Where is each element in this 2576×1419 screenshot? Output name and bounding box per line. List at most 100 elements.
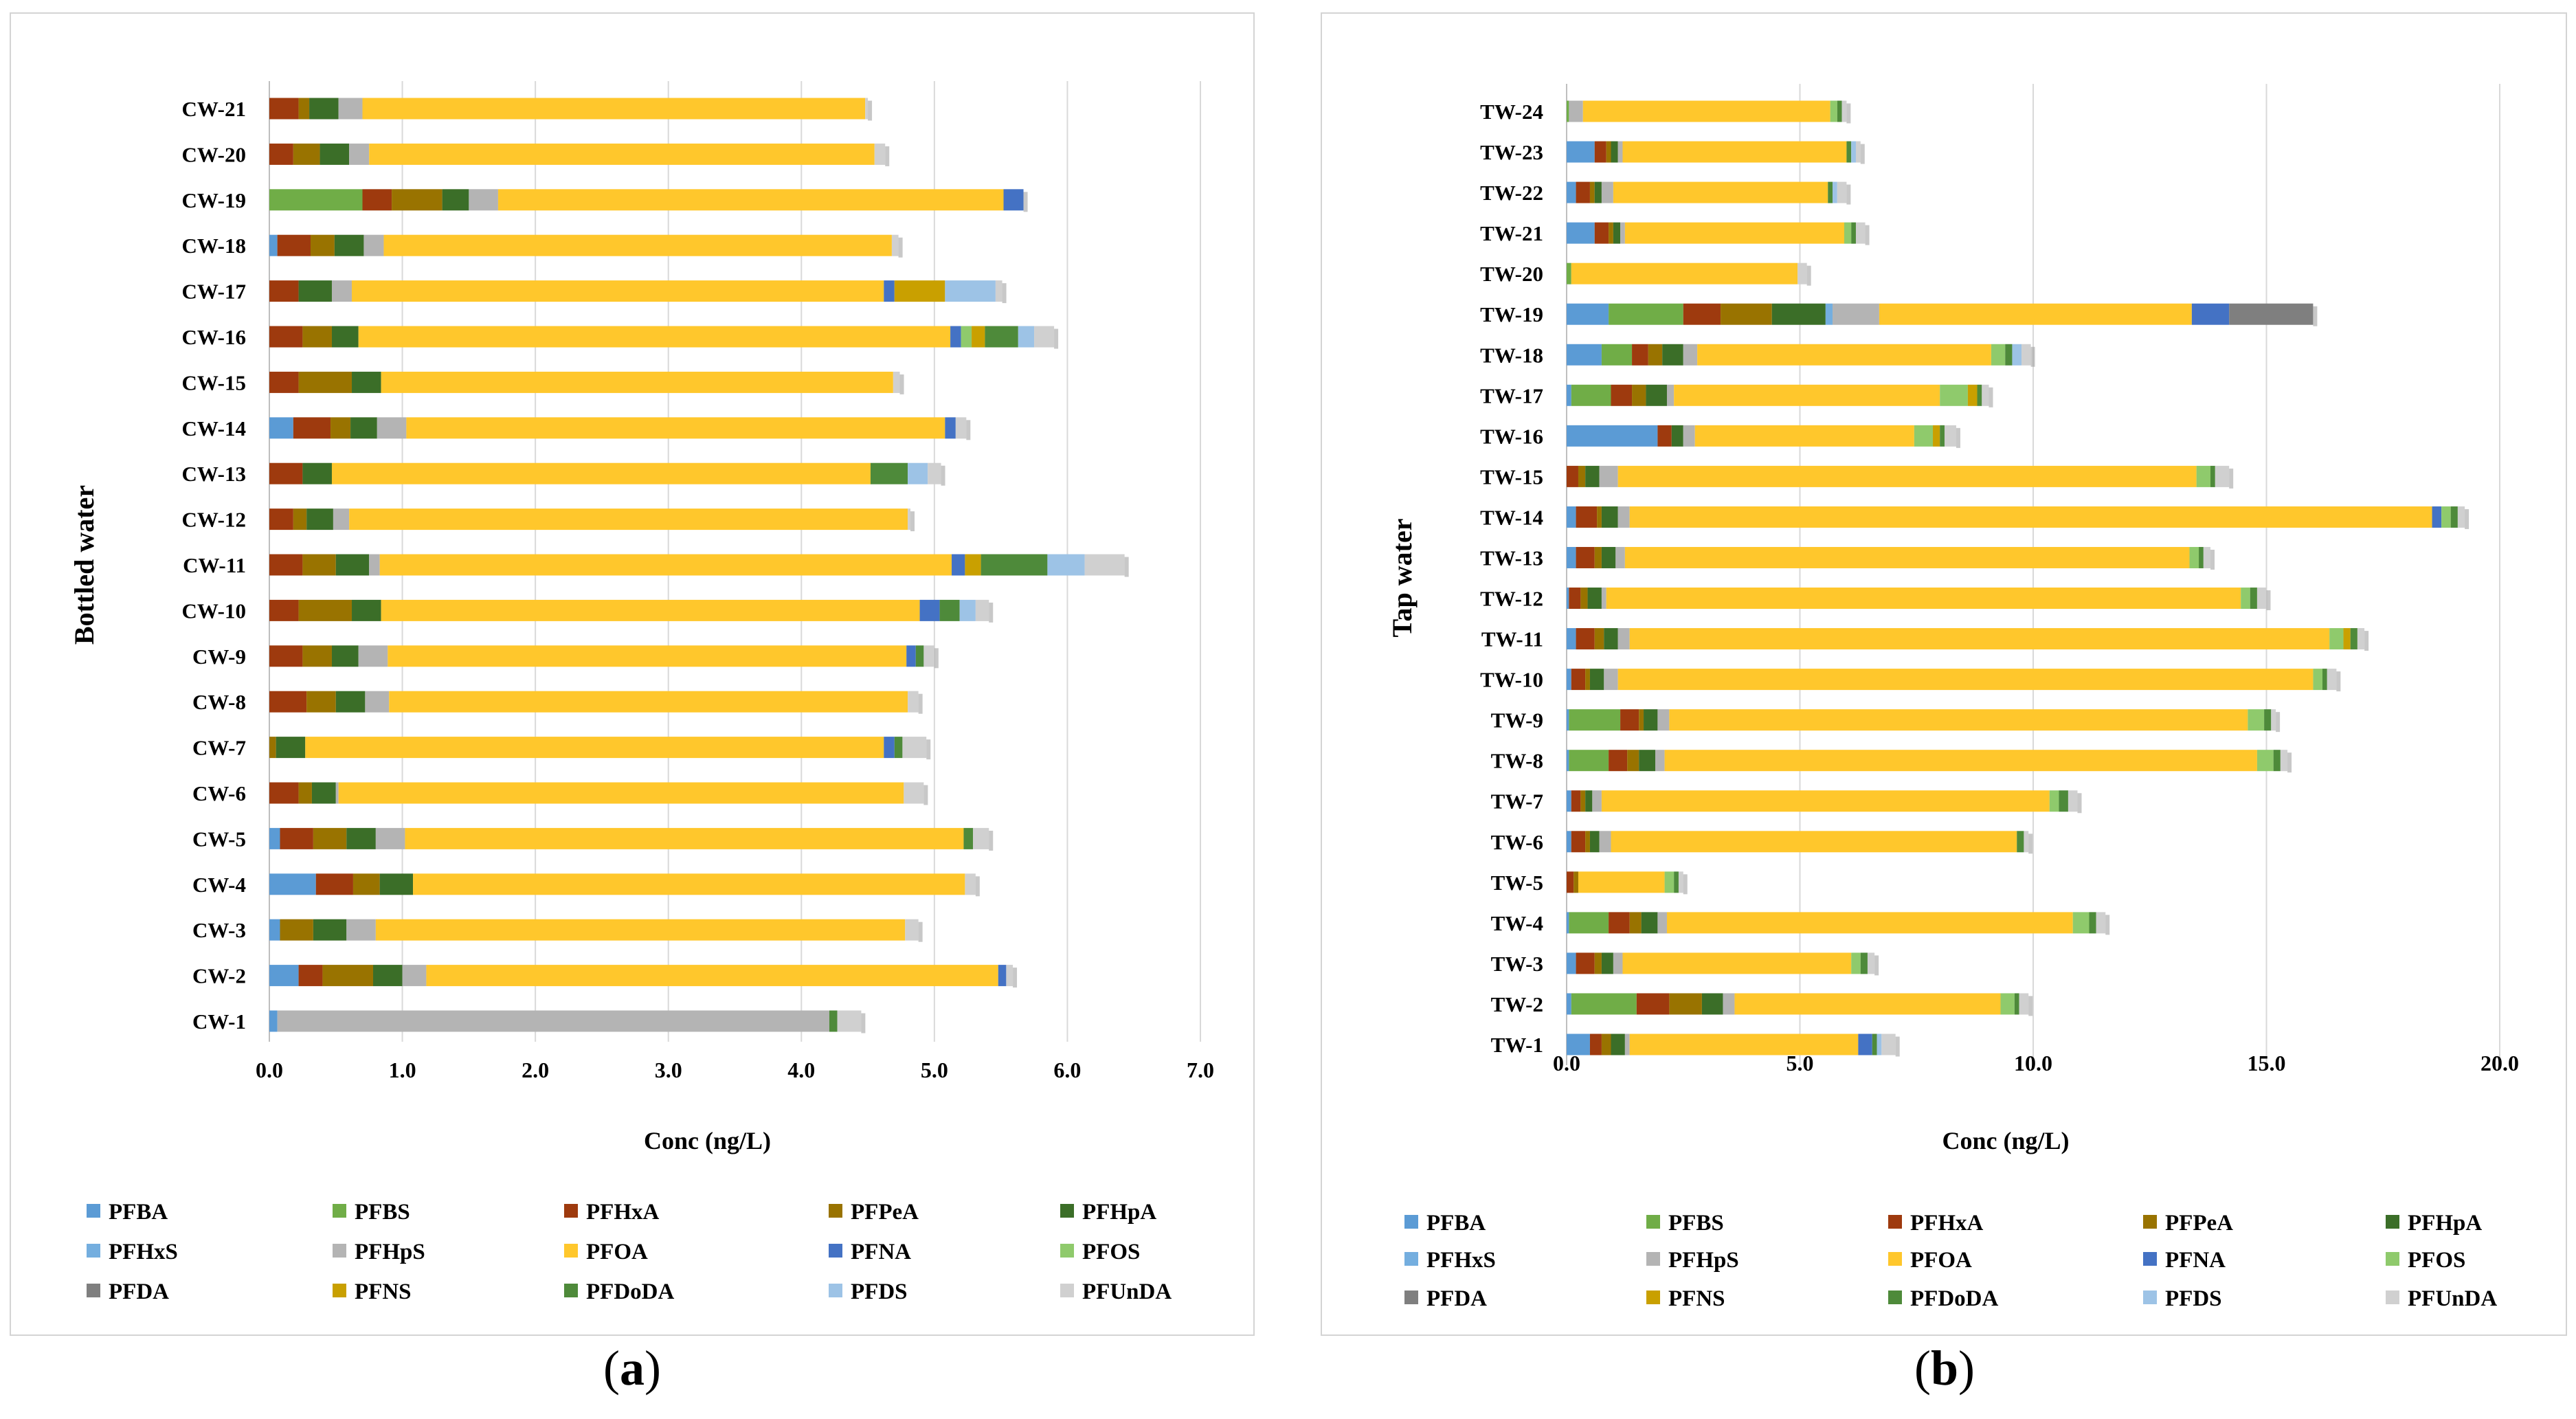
bar-edge-CW-3 <box>918 921 923 942</box>
bar-segment-CW-13-PFDoDA <box>870 462 908 484</box>
bar-segment-CW-16-PFDoDA <box>985 326 1018 348</box>
bar-segment-CW-16-PFOA <box>358 326 951 348</box>
legend-label: PFHpS <box>1668 1248 1739 1273</box>
category-label-TW-1: TW-1 <box>1491 1033 1543 1057</box>
bar-segment-TW-2-PFBA <box>1567 993 1571 1015</box>
legend-label: PFOS <box>2408 1248 2465 1273</box>
bar-segment-TW-2-PFHxA <box>1636 993 1670 1015</box>
bar-edge-CW-1 <box>861 1013 866 1033</box>
bar-segment-CW-19-PFNA <box>1003 189 1024 211</box>
legend-item-PFHpS: PFHpS <box>333 1240 425 1264</box>
legend-item-PFDS: PFDS <box>829 1280 908 1304</box>
bar-edge-CW-9 <box>934 648 939 669</box>
bar-segment-TW-21-PFPeA <box>1609 222 1613 244</box>
category-label-TW-3: TW-3 <box>1491 952 1543 976</box>
legend-item-PFBA: PFBA <box>1404 1211 1486 1236</box>
bar-segment-CW-4-PFHxA <box>315 873 353 895</box>
bar-segment-TW-24-PFDoDA <box>1837 100 1842 122</box>
legend-label: PFBA <box>109 1200 168 1225</box>
bar-segment-TW-13-PFHpA <box>1601 546 1616 568</box>
bar-segment-TW-3-PFUnDA <box>1867 952 1875 974</box>
bar-segment-CW-11-PFHpS <box>369 554 380 576</box>
bar-segment-CW-3-PFHpS <box>346 919 376 941</box>
category-label-TW-8: TW-8 <box>1491 749 1543 773</box>
bar-segment-TW-1-PFHpA <box>1611 1033 1625 1055</box>
bar-segment-TW-21-PFHpS <box>1620 222 1625 244</box>
bar-edge-CW-18 <box>898 237 903 258</box>
bar-segment-TW-12-PFBA <box>1567 588 1569 610</box>
legend-swatch <box>2386 1290 2399 1304</box>
bar-segment-TW-23-PFDoDA <box>1846 141 1852 163</box>
bar-segment-TW-14-PFHxA <box>1576 506 1598 528</box>
bar-segment-CW-14-PFNA <box>945 417 956 439</box>
bar-edge-TW-16 <box>1956 427 1960 448</box>
bar-segment-TW-14-PFPeA <box>1597 506 1602 528</box>
category-label-TW-24: TW-24 <box>1480 100 1543 124</box>
bar-segment-TW-6-PFHpS <box>1599 831 1611 853</box>
bar-segment-CW-16-PFNS <box>972 326 985 348</box>
bar-segment-CW-10-PFHpA <box>352 599 381 621</box>
bar-segment-TW-8-PFBS <box>1569 750 1609 772</box>
bar-segment-CW-11-PFHxA <box>269 554 303 576</box>
bar-edge-TW-13 <box>2210 549 2215 570</box>
bar-segment-TW-10-PFBA <box>1567 669 1571 691</box>
legend-label: PFHxA <box>586 1200 659 1225</box>
legend-swatch <box>87 1284 100 1297</box>
bar-segment-TW-6-PFHxA <box>1571 831 1586 853</box>
bar-segment-TW-16-PFUnDA <box>1944 425 1956 447</box>
category-label-TW-5: TW-5 <box>1491 871 1543 895</box>
bars-b <box>1567 100 2469 1057</box>
legend-label: PFNS <box>355 1280 412 1304</box>
bar-segment-TW-23-PFDS <box>1851 141 1856 163</box>
bar-segment-CW-13-PFUnDA <box>928 462 941 484</box>
bar-segment-TW-10-PFUnDA <box>2327 669 2337 691</box>
legend-label: PFOS <box>1082 1240 1140 1264</box>
bar-edge-TW-24 <box>1846 103 1851 124</box>
bar-segment-TW-18-PFOA <box>1697 344 1991 366</box>
bar-edge-CW-8 <box>918 693 923 714</box>
bars-a <box>269 98 1129 1033</box>
category-label-CW-20: CW-20 <box>181 142 246 166</box>
bar-segment-TW-13-PFDoDA <box>2199 546 2204 568</box>
bar-segment-TW-7-PFBA <box>1567 790 1571 812</box>
bar-segment-CW-3-PFHpA <box>313 919 347 941</box>
bar-segment-TW-10-PFHpA <box>1589 669 1604 691</box>
legend-label: PFPeA <box>851 1200 919 1225</box>
bar-segment-TW-3-PFHpS <box>1613 952 1623 974</box>
bar-segment-CW-16-PFHxA <box>269 326 303 348</box>
category-label-CW-21: CW-21 <box>181 97 246 121</box>
legend-swatch <box>564 1204 578 1218</box>
bar-segment-TW-9-PFOS <box>2248 709 2265 731</box>
bar-segment-TW-17-PFDoDA <box>1977 384 1982 406</box>
bar-segment-TW-4-PFOA <box>1666 912 2073 934</box>
legend-swatch <box>1060 1204 1074 1218</box>
category-label-TW-22: TW-22 <box>1480 181 1543 205</box>
bar-segment-TW-23-PFHxA <box>1594 141 1606 163</box>
category-label-TW-20: TW-20 <box>1480 262 1543 286</box>
bar-segment-CW-9-PFHxA <box>269 645 303 667</box>
bar-segment-TW-7-PFHpA <box>1585 790 1593 812</box>
bar-segment-TW-16-PFHpA <box>1671 425 1683 447</box>
bar-segment-CW-14-PFHpS <box>377 417 407 439</box>
legend-swatch <box>87 1204 100 1218</box>
bar-segment-CW-12-PFUnDA <box>908 509 911 530</box>
bar-segment-TW-8-PFOA <box>1664 750 2257 772</box>
bar-segment-CW-15-PFOA <box>381 371 893 393</box>
x-tick-label: 0.0 <box>256 1058 283 1082</box>
bar-edge-CW-10 <box>989 602 994 623</box>
bar-segment-TW-10-PFDoDA <box>2322 669 2327 691</box>
bar-segment-CW-11-PFNA <box>952 554 965 576</box>
bar-segment-TW-21-PFHxA <box>1594 222 1609 244</box>
bar-segment-TW-18-PFBA <box>1567 344 1602 366</box>
bar-segment-CW-1-PFHpS <box>277 1010 829 1032</box>
bar-segment-TW-23-PFOA <box>1622 141 1847 163</box>
bar-segment-CW-2-PFHxA <box>298 965 323 987</box>
bar-segment-TW-4-PFBA <box>1567 912 1569 934</box>
chart-panel-tap-water: TW-1 TW-2 TW-3 TW-4 TW-5 TW-6 TW-7 TW-8 TW-9 TW-1… <box>1321 12 2567 1336</box>
bar-segment-TW-2-PFBS <box>1571 993 1637 1015</box>
category-label-TW-16: TW-16 <box>1480 424 1543 448</box>
bar-edge-TW-3 <box>1874 955 1879 976</box>
bar-segment-CW-11-PFDS <box>1047 554 1085 576</box>
bar-segment-TW-5-PFDoDA <box>1674 871 1679 893</box>
legend-item-PFDA: PFDA <box>87 1280 169 1304</box>
